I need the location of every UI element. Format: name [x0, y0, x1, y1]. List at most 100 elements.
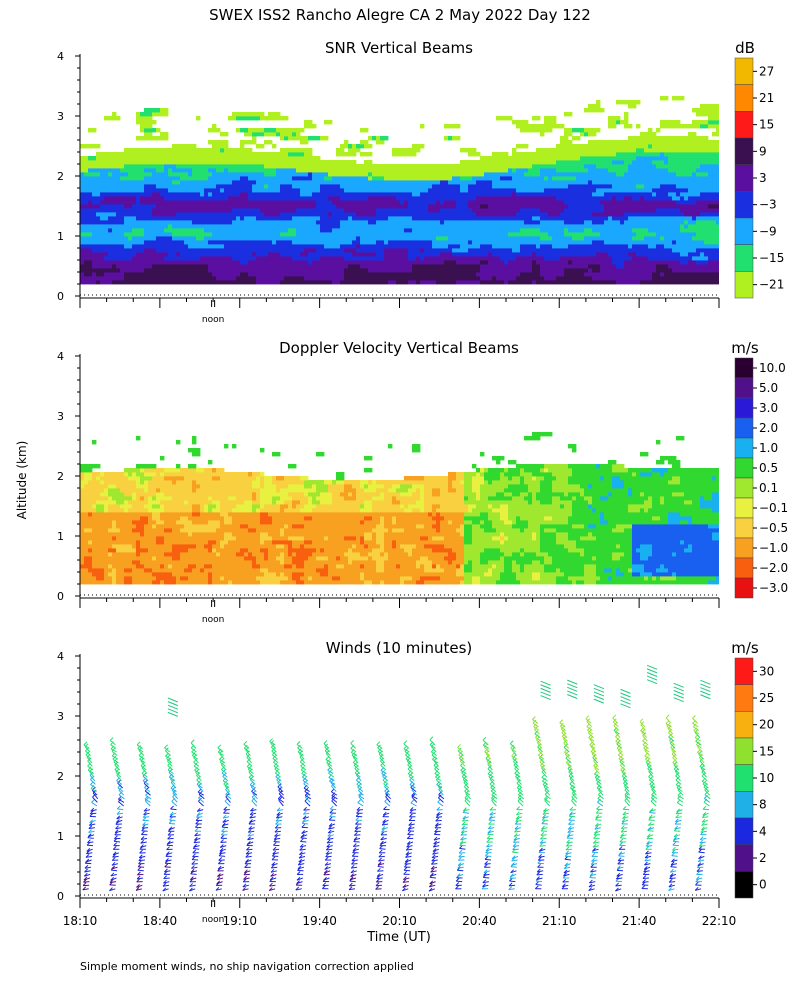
snr-cell	[252, 164, 257, 169]
snr-cell	[360, 272, 365, 277]
snr-cell	[244, 116, 249, 121]
snr-cell	[468, 212, 473, 217]
snr-cell	[88, 252, 93, 257]
snr-cell	[596, 160, 601, 165]
snr-cell	[204, 248, 209, 253]
snr-cell	[536, 148, 541, 153]
snr-cell	[644, 232, 649, 237]
snr-cell	[436, 200, 441, 205]
snr-cell	[472, 280, 477, 285]
snr-cell	[312, 212, 317, 217]
snr-cell	[512, 216, 517, 221]
snr-cell	[196, 180, 201, 185]
snr-cell	[272, 272, 277, 277]
snr-cell	[556, 224, 561, 229]
snr-cell	[80, 272, 85, 277]
snr-cell	[632, 196, 637, 201]
snr-cell	[536, 268, 541, 273]
snr-cell	[112, 280, 117, 285]
snr-cell	[260, 196, 265, 201]
snr-cell	[284, 136, 289, 141]
snr-cell	[496, 160, 501, 165]
snr-cell	[608, 212, 613, 217]
snr-cell	[156, 156, 161, 161]
snr-cell	[480, 188, 485, 193]
snr-cell	[640, 156, 645, 161]
snr-cell	[444, 188, 449, 193]
snr-cell	[124, 272, 129, 277]
snr-cell	[128, 260, 133, 265]
snr-cell	[324, 256, 329, 261]
snr-cell	[316, 208, 321, 213]
snr-cell	[516, 220, 521, 225]
snr-cell	[520, 152, 525, 157]
snr-cell	[452, 224, 457, 229]
snr-cell	[632, 204, 637, 209]
snr-cell	[240, 272, 245, 277]
snr-cell	[468, 224, 473, 229]
snr-cell	[360, 256, 365, 261]
snr-cell	[628, 100, 633, 105]
snr-cell	[496, 216, 501, 221]
snr-cell	[492, 196, 497, 201]
snr-cell	[100, 276, 105, 281]
snr-cell	[552, 264, 557, 269]
snr-cell	[112, 172, 117, 177]
snr-cell	[604, 176, 609, 181]
snr-cell	[196, 176, 201, 181]
snr-cell	[440, 220, 445, 225]
snr-cell	[200, 176, 205, 181]
snr-cell	[116, 240, 121, 245]
snr-cell	[556, 216, 561, 221]
snr-cell	[260, 228, 265, 233]
snr-cell	[192, 184, 197, 189]
snr-cell	[460, 204, 465, 209]
snr-cell	[364, 188, 369, 193]
snr-cell	[224, 224, 229, 229]
snr-cell	[520, 240, 525, 245]
snr-cell	[292, 228, 297, 233]
snr-cell	[636, 236, 641, 241]
snr-cell	[252, 172, 257, 177]
snr-cell	[476, 272, 481, 277]
snr-cell	[336, 192, 341, 197]
snr-cell	[560, 232, 565, 237]
snr-cell	[276, 220, 281, 225]
snr-cell	[504, 232, 509, 237]
snr-cell	[396, 244, 401, 249]
snr-cell	[528, 168, 533, 173]
snr-cell	[472, 244, 477, 249]
snr-cell	[152, 228, 157, 233]
snr-cell	[200, 156, 205, 161]
snr-cell	[324, 252, 329, 257]
snr-cell	[88, 200, 93, 205]
snr-cell	[244, 156, 249, 161]
snr-cell	[200, 260, 205, 265]
snr-cell	[148, 164, 153, 169]
snr-cell	[324, 244, 329, 249]
snr-cell	[180, 272, 185, 277]
snr-cell	[256, 240, 261, 245]
snr-cell	[572, 276, 577, 281]
snr-cell	[644, 252, 649, 257]
snr-cell	[116, 156, 121, 161]
snr-cell	[80, 280, 85, 285]
snr-cell	[80, 212, 85, 217]
snr-cell	[448, 184, 453, 189]
snr-cell	[492, 268, 497, 273]
snr-cell	[416, 236, 421, 241]
snr-cell	[140, 260, 145, 265]
snr-cell	[524, 256, 529, 261]
snr-cell	[136, 260, 141, 265]
snr-cell	[492, 156, 497, 161]
snr-cell	[612, 220, 617, 225]
snr-cell	[540, 160, 545, 165]
snr-cell	[96, 180, 101, 185]
snr-cell	[92, 260, 97, 265]
snr-cell	[548, 172, 553, 177]
snr-cell	[640, 184, 645, 189]
snr-cell	[208, 200, 213, 205]
snr-cell	[212, 220, 217, 225]
snr-cell	[352, 188, 357, 193]
snr-cell	[536, 160, 541, 165]
